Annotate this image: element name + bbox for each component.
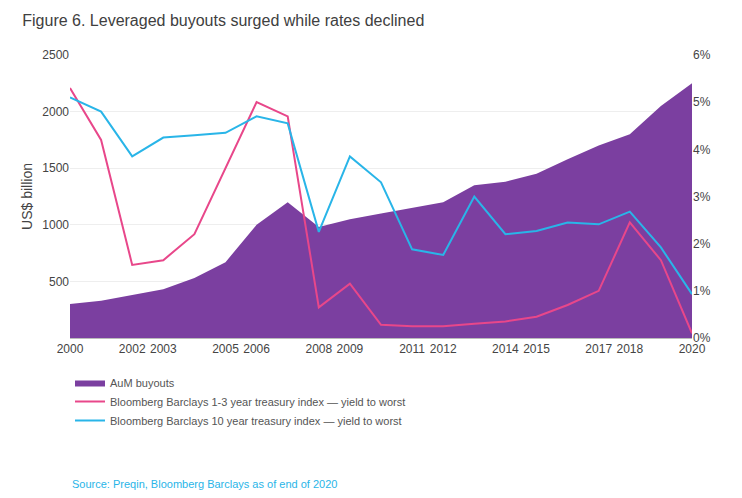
svg-text:4%: 4%	[693, 143, 711, 157]
svg-text:2003: 2003	[150, 342, 177, 356]
svg-text:AuM buyouts: AuM buyouts	[110, 377, 175, 389]
svg-text:500: 500	[49, 275, 69, 289]
svg-text:2005: 2005	[212, 342, 239, 356]
svg-text:2017: 2017	[585, 342, 612, 356]
svg-text:Figure 6. Leveraged buyouts su: Figure 6. Leveraged buyouts surged while…	[22, 12, 424, 29]
svg-text:2006: 2006	[243, 342, 270, 356]
svg-text:2000: 2000	[57, 342, 84, 356]
svg-text:2014: 2014	[492, 342, 519, 356]
svg-text:1500: 1500	[42, 161, 69, 175]
svg-text:2002: 2002	[119, 342, 146, 356]
svg-text:Bloomberg Barclays 10 year tre: Bloomberg Barclays 10 year treasury inde…	[110, 415, 402, 427]
svg-text:2000: 2000	[42, 105, 69, 119]
svg-text:1000: 1000	[42, 218, 69, 232]
svg-text:Source: Preqin, Bloomberg Barc: Source: Preqin, Bloomberg Barclays as of…	[72, 478, 337, 490]
svg-text:6%: 6%	[693, 48, 711, 62]
svg-text:2020: 2020	[679, 342, 706, 356]
svg-text:2012: 2012	[430, 342, 457, 356]
svg-text:2500: 2500	[42, 48, 69, 62]
svg-text:2018: 2018	[616, 342, 643, 356]
svg-text:Bloomberg Barclays 1-3 year tr: Bloomberg Barclays 1-3 year treasury ind…	[110, 396, 405, 408]
svg-text:5%: 5%	[693, 95, 711, 109]
svg-text:2008: 2008	[305, 342, 332, 356]
svg-text:US$ billion: US$ billion	[19, 163, 35, 230]
svg-text:2%: 2%	[693, 237, 711, 251]
svg-text:2009: 2009	[337, 342, 364, 356]
svg-text:0%: 0%	[693, 331, 711, 345]
svg-text:3%: 3%	[693, 190, 711, 204]
svg-text:2015: 2015	[523, 342, 550, 356]
svg-text:2011: 2011	[399, 342, 425, 356]
svg-text:1%: 1%	[693, 284, 711, 298]
